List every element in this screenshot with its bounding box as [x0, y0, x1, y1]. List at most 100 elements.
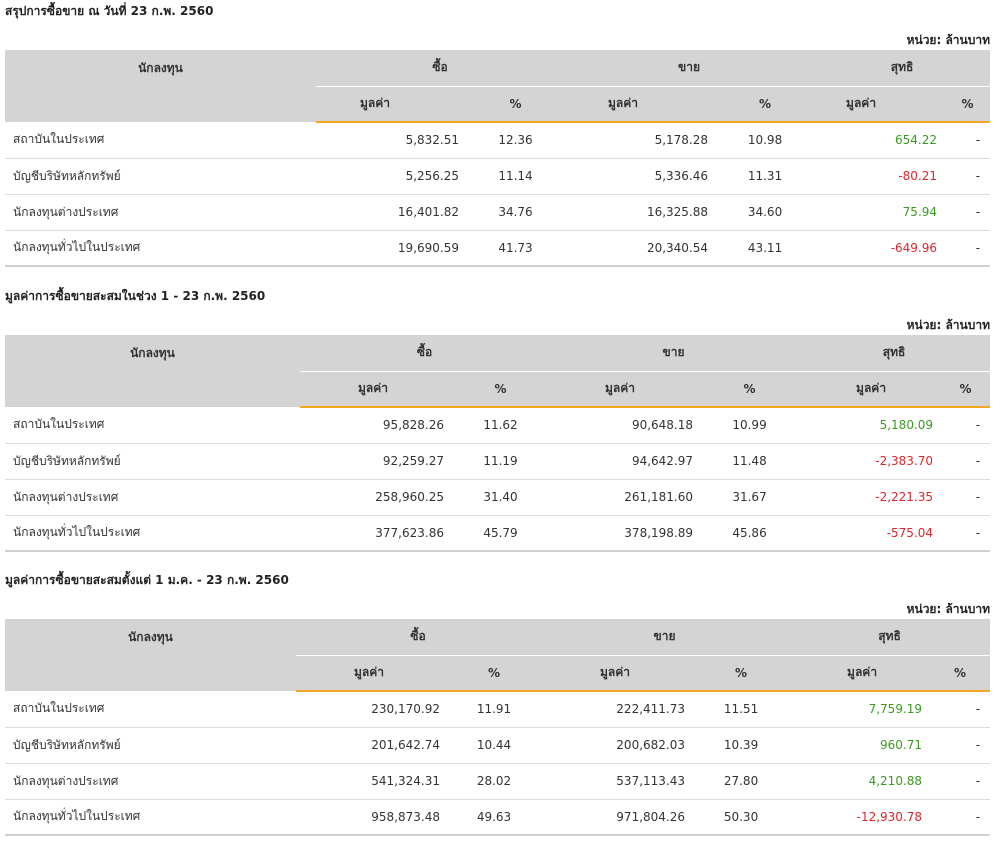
- net-pct: -: [941, 479, 991, 516]
- net-pct-header: %: [930, 655, 991, 692]
- section-title: สรุปการซื้อขาย ณ วันที่ 23 ก.พ. 2560: [5, 4, 214, 18]
- net-value: -12,930.78: [789, 799, 931, 836]
- table-row: นักลงทุนต่างประเทศ 541,324.31 28.02 537,…: [5, 763, 991, 800]
- sell-pct-header: %: [716, 86, 815, 123]
- sell-pct: 31.67: [701, 479, 799, 516]
- buy-header: ซื้อ: [300, 335, 550, 372]
- investor-header: นักลงทุน: [5, 619, 296, 655]
- sell-value-header: มูลค่า: [564, 86, 717, 123]
- sell-value: 971,804.26: [540, 799, 694, 836]
- table-row: นักลงทุนต่างประเทศ 16,401.82 34.76 16,32…: [5, 194, 991, 231]
- sell-pct: 43.11: [716, 230, 815, 267]
- buy-pct: 49.63: [448, 799, 541, 836]
- buy-value: 541,324.31: [296, 763, 448, 800]
- investor-name: สถาบันในประเทศ: [5, 122, 316, 159]
- table-row: บัญชีบริษัทหลักทรัพย์ 5,256.25 11.14 5,3…: [5, 158, 991, 195]
- month-to-date-section: มูลค่าการซื้อขายสะสมในช่วง 1 - 23 ก.พ. 2…: [5, 285, 991, 552]
- sell-value: 5,336.46: [564, 158, 717, 195]
- unit-label: หน่วย: ล้านบาท: [906, 602, 990, 616]
- sell-pct: 10.99: [701, 407, 799, 444]
- net-pct: -: [941, 407, 991, 444]
- investor-name: นักลงทุนทั่วไปในประเทศ: [5, 515, 300, 552]
- buy-value: 377,623.86: [300, 515, 452, 552]
- buy-value: 201,642.74: [296, 727, 448, 764]
- sell-pct: 50.30: [693, 799, 790, 836]
- buy-value-header: มูลค่า: [296, 655, 448, 692]
- sell-pct: 10.98: [716, 122, 815, 159]
- investor-name: นักลงทุนต่างประเทศ: [5, 194, 316, 231]
- buy-value: 5,832.51: [316, 122, 467, 159]
- net-header: สุทธิ: [798, 335, 991, 372]
- buy-pct: 11.14: [467, 158, 565, 195]
- buy-pct: 31.40: [452, 479, 550, 516]
- sell-value: 90,648.18: [549, 407, 702, 444]
- buy-pct: 41.73: [467, 230, 565, 267]
- buy-value: 258,960.25: [300, 479, 452, 516]
- net-pct: -: [945, 122, 991, 159]
- net-pct: -: [930, 763, 991, 800]
- sell-pct-header: %: [693, 655, 790, 692]
- net-pct: -: [930, 691, 991, 728]
- investor-name: บัญชีบริษัทหลักทรัพย์: [5, 443, 300, 480]
- net-value: -2,221.35: [798, 479, 942, 516]
- buy-pct: 45.79: [452, 515, 550, 552]
- investor-name: บัญชีบริษัทหลักทรัพย์: [5, 727, 296, 764]
- buy-value: 230,170.92: [296, 691, 448, 728]
- net-header: สุทธิ: [814, 50, 991, 87]
- sell-value-header: มูลค่า: [540, 655, 694, 692]
- section-title: มูลค่าการซื้อขายสะสมในช่วง 1 - 23 ก.พ. 2…: [5, 289, 266, 303]
- buy-pct: 10.44: [448, 727, 541, 764]
- net-value: -649.96: [814, 230, 946, 267]
- buy-header: ซื้อ: [316, 50, 565, 87]
- buy-pct: 11.19: [452, 443, 550, 480]
- sell-value-header: มูลค่า: [549, 371, 702, 408]
- trade-summary-table: นักลงทุน ซื้อ ขาย สุทธิ มูลค่า % มูลค่า …: [5, 50, 991, 267]
- table-row: นักลงทุนทั่วไปในประเทศ 958,873.48 49.63 …: [5, 799, 991, 836]
- net-value-header: มูลค่า: [789, 655, 931, 692]
- buy-pct-header: %: [448, 655, 541, 692]
- sell-pct: 11.31: [716, 158, 815, 195]
- net-value: 654.22: [814, 122, 946, 159]
- investor-header: นักลงทุน: [5, 50, 316, 86]
- buy-value: 19,690.59: [316, 230, 467, 267]
- net-pct: -: [941, 443, 991, 480]
- year-to-date-section: มูลค่าการซื้อขายสะสมตั้งแต่ 1 ม.ค. - 23 …: [5, 569, 991, 836]
- table-row: สถาบันในประเทศ 5,832.51 12.36 5,178.28 1…: [5, 122, 991, 159]
- buy-value-header: มูลค่า: [300, 371, 452, 408]
- sell-value: 261,181.60: [549, 479, 702, 516]
- buy-value: 5,256.25: [316, 158, 467, 195]
- sell-pct-header: %: [701, 371, 799, 408]
- investor-name: นักลงทุนทั่วไปในประเทศ: [5, 799, 296, 836]
- sell-header: ขาย: [549, 335, 799, 372]
- buy-value: 16,401.82: [316, 194, 467, 231]
- table-row: บัญชีบริษัทหลักทรัพย์ 201,642.74 10.44 2…: [5, 727, 991, 764]
- net-value-header: มูลค่า: [814, 86, 946, 123]
- sell-pct: 11.48: [701, 443, 799, 480]
- net-value: 7,759.19: [789, 691, 931, 728]
- net-pct: -: [945, 158, 991, 195]
- buy-value: 95,828.26: [300, 407, 452, 444]
- net-value-header: มูลค่า: [798, 371, 942, 408]
- summary-section: สรุปการซื้อขาย ณ วันที่ 23 ก.พ. 2560 หน่…: [5, 0, 991, 267]
- sell-header: ขาย: [564, 50, 815, 87]
- unit-label: หน่วย: ล้านบาท: [906, 318, 990, 332]
- net-pct-header: %: [941, 371, 991, 408]
- sell-value: 222,411.73: [540, 691, 694, 728]
- month-to-date-table: นักลงทุน ซื้อ ขาย สุทธิ มูลค่า % มูลค่า …: [5, 335, 991, 552]
- table-row: นักลงทุนต่างประเทศ 258,960.25 31.40 261,…: [5, 479, 991, 516]
- buy-pct: 12.36: [467, 122, 565, 159]
- sell-value: 5,178.28: [564, 122, 717, 159]
- table-row: สถาบันในประเทศ 230,170.92 11.91 222,411.…: [5, 691, 991, 728]
- net-pct: -: [930, 727, 991, 764]
- header-spacer: [5, 655, 296, 691]
- sell-pct: 27.80: [693, 763, 790, 800]
- header-spacer: [5, 86, 316, 122]
- buy-pct-header: %: [467, 86, 565, 123]
- sell-pct: 10.39: [693, 727, 790, 764]
- net-value: 5,180.09: [798, 407, 942, 444]
- buy-value: 92,259.27: [300, 443, 452, 480]
- buy-pct: 11.91: [448, 691, 541, 728]
- net-value: 4,210.88: [789, 763, 931, 800]
- buy-value: 958,873.48: [296, 799, 448, 836]
- investor-name: สถาบันในประเทศ: [5, 691, 296, 728]
